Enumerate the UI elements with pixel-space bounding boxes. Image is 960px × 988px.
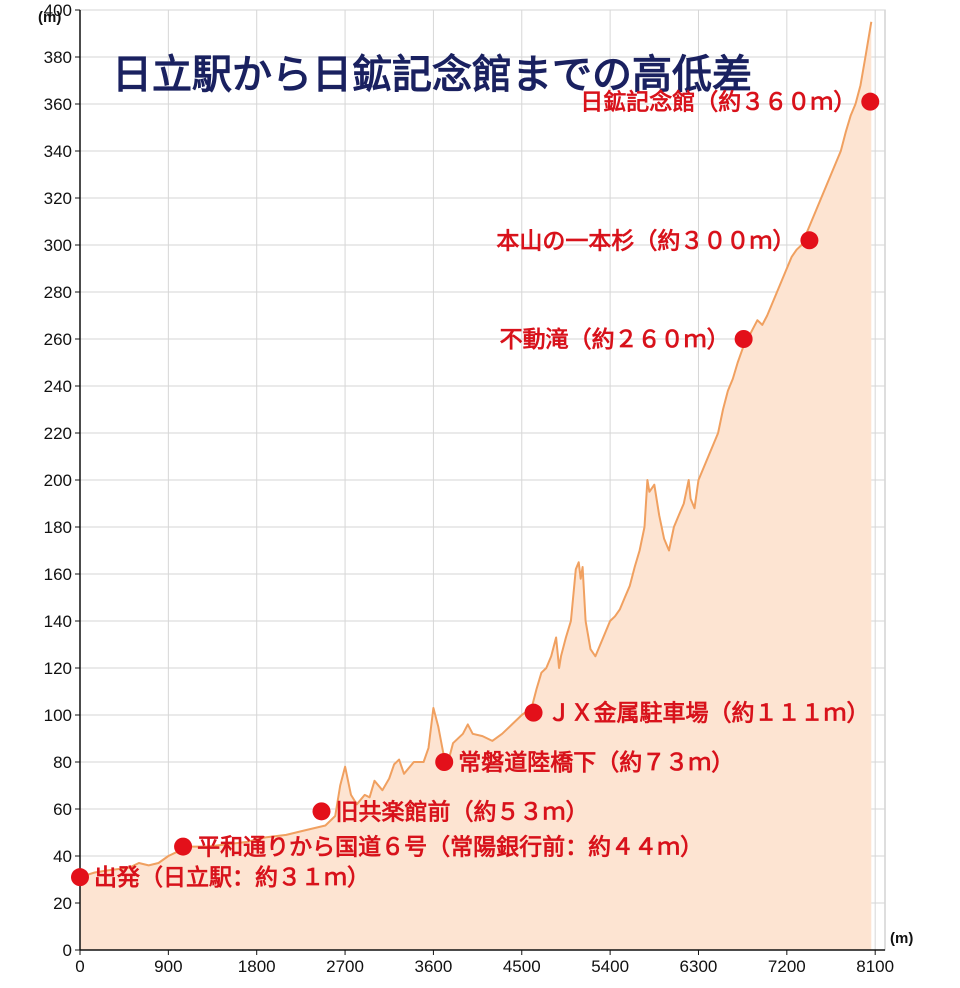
y-tick-label: 100 [44,706,72,725]
x-tick-label: 0 [75,957,84,976]
y-tick-label: 360 [44,95,72,114]
landmark-points: 出発（日立駅：約３１ｍ） 平和通りから国道６号（常陽銀行前：約４４ｍ） 旧共楽館前（… [71,89,880,891]
elevation-fill [80,21,872,951]
landmark-marker [524,703,543,722]
landmark-label: 旧共楽館前（約５３ｍ） [336,798,589,825]
y-tick-label: 280 [44,283,72,302]
x-tick-label: 6300 [680,957,718,976]
x-tick-label: 1800 [238,957,276,976]
landmark-label: 日鉱記念館（約３６０ｍ） [580,89,856,116]
landmark-marker [435,753,454,771]
y-tick-label: 240 [44,377,72,396]
y-tick-label: 160 [44,565,72,584]
landmark-label: 常磐道陸橋下（約７３ｍ） [458,749,734,776]
y-tick-label: 40 [53,847,72,866]
y-tick-label: 340 [44,142,72,161]
landmark-marker [71,868,89,887]
landmark-label: 不動滝（約２６０ｍ） [500,326,730,353]
x-axis-unit: (m) [890,930,913,947]
landmark-label: 出発（日立駅：約３１ｍ） [94,864,370,891]
landmark-label: 平和通りから国道６号（常陽銀行前：約４４ｍ） [197,834,703,861]
y-tick-label: 60 [53,800,72,819]
y-tick-label: 380 [44,48,72,67]
x-tick-label: 8100 [856,957,894,976]
y-tick-label: 300 [44,236,72,255]
y-tick-label: 220 [44,424,72,443]
tick-labels: 0 20 40 60 80 100 120 140 160 180 200 220 240 260 280 3… [44,1,894,976]
landmark-label: ＪＸ金属駐車場（約１１１ｍ） [548,700,870,727]
x-tick-label: 900 [154,957,182,976]
y-tick-label: 400 [44,1,72,20]
y-tick-label: 320 [44,189,72,208]
y-tick-label: 20 [53,894,72,913]
landmark-label: 本山の一本杉（約３００ｍ） [496,227,795,254]
landmark-marker [174,837,193,856]
y-tick-label: 80 [53,753,72,772]
y-tick-label: 200 [44,471,72,490]
y-tick-label: 260 [44,330,72,349]
x-tick-label: 2700 [326,957,364,976]
landmark-marker [800,231,819,250]
x-tick-label: 3600 [415,957,453,976]
y-tick-label: 0 [63,941,72,960]
y-axis-unit: (m) [38,9,61,26]
y-tick-label: 120 [44,659,72,678]
x-tick-label: 5400 [591,957,629,976]
chart-title: 日立駅から日鉱記念館までの高低差 [112,52,752,98]
landmark-marker [861,92,880,111]
x-tick-label: 7200 [768,957,806,976]
y-tick-label: 180 [44,518,72,537]
y-tick-label: 140 [44,612,72,631]
elevation-line [79,21,873,879]
elevation-area [79,21,873,951]
landmark-marker [734,330,753,348]
x-tick-label: 4500 [503,957,541,976]
landmark-marker [312,802,331,821]
